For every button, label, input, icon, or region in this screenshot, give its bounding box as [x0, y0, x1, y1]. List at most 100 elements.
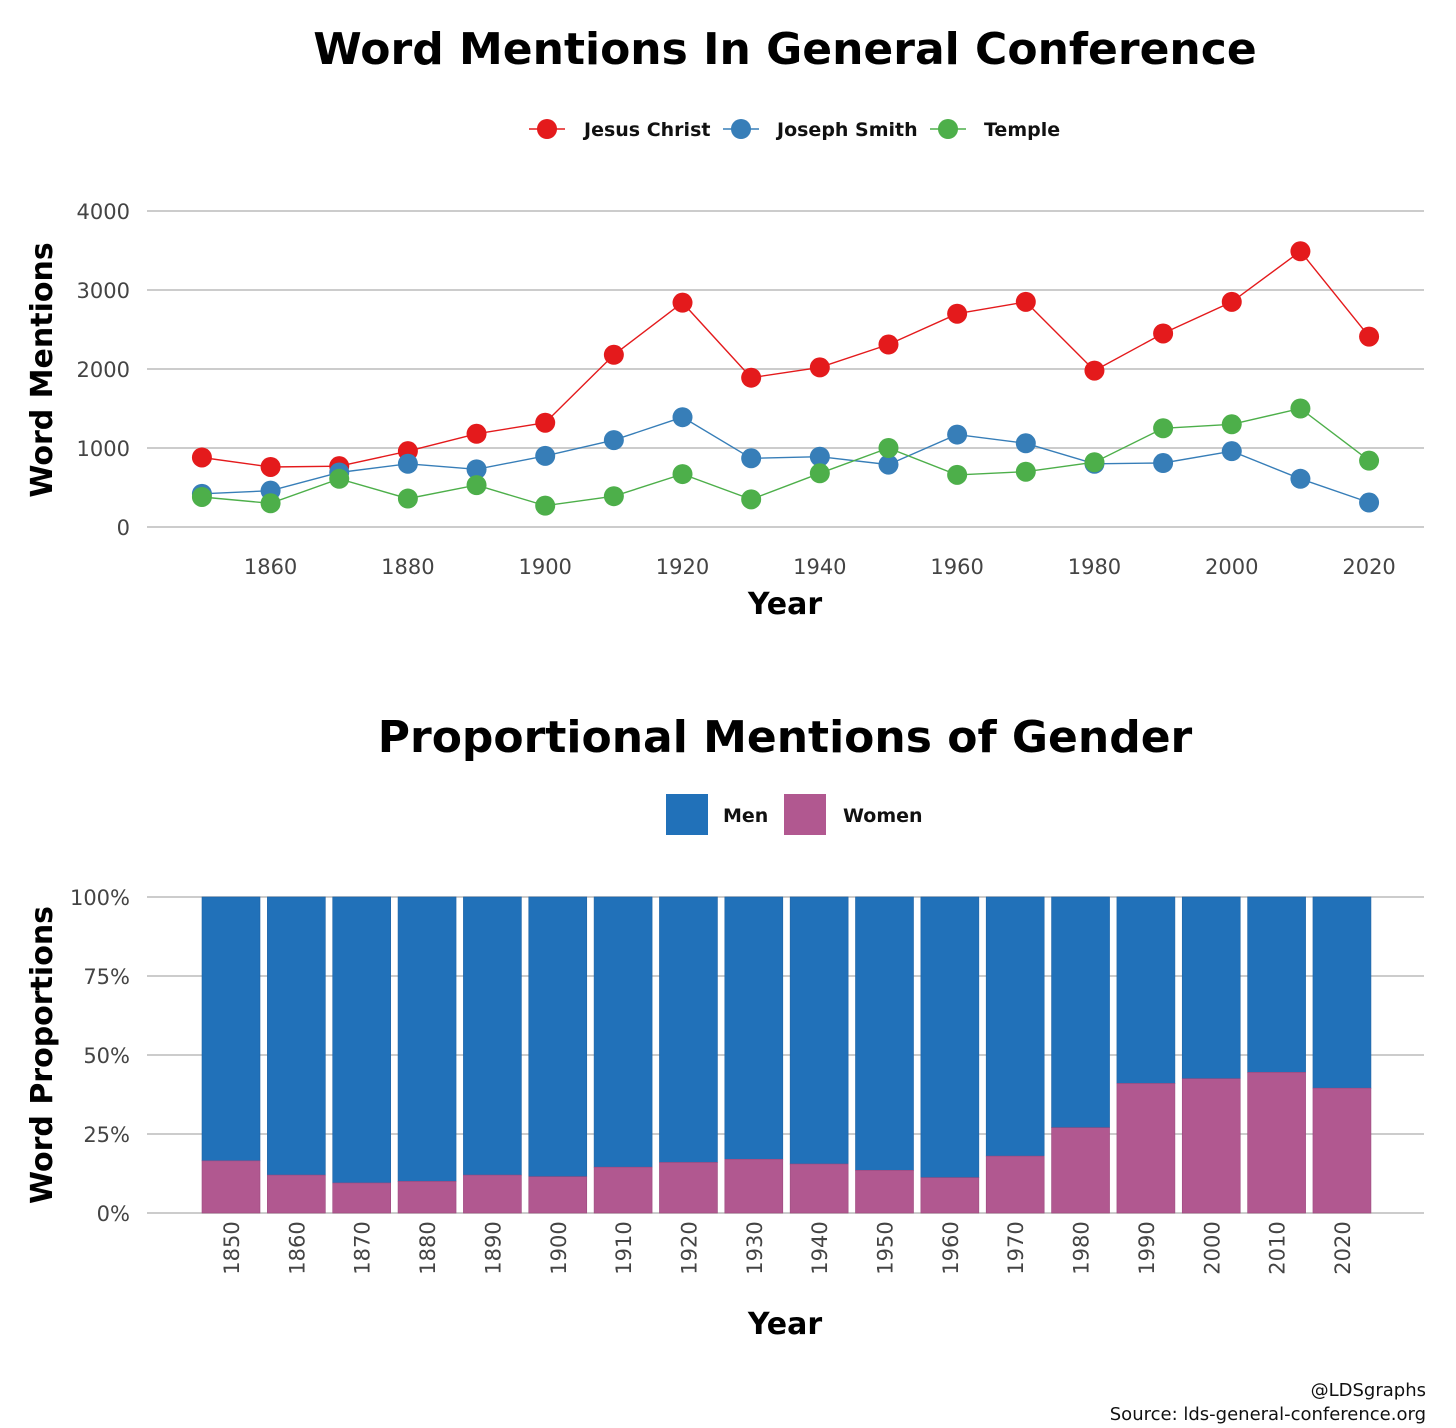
line-chart-x-tick-label: 1940 — [793, 555, 846, 579]
bar-men — [1051, 896, 1110, 1128]
line-point-series-1 — [535, 445, 556, 466]
line-point-series-1 — [1221, 441, 1242, 462]
line-point-series-0 — [1084, 360, 1105, 381]
line-point-series-0 — [672, 292, 693, 313]
line-chart-series — [191, 241, 1380, 516]
bar-women — [332, 1182, 392, 1214]
legend-label: Men — [723, 805, 768, 827]
line-chart-y-tick-label: 3000 — [77, 279, 130, 303]
line-chart-x-ticks: 1860 1880 1900 1920 1940 1960 1980 2000 2020 — [244, 555, 1396, 579]
bar-chart-x-tick-label: 1940 — [808, 1221, 832, 1274]
legend-point-swatch — [938, 119, 958, 139]
line-chart-x-tick-label: 1880 — [381, 555, 434, 579]
legend-point-swatch — [731, 119, 751, 139]
line-point-series-1 — [878, 454, 899, 475]
bar-men — [593, 896, 653, 1168]
bar-women — [593, 1166, 653, 1214]
line-point-series-2 — [535, 495, 556, 516]
legend-label: Joseph Smith — [775, 119, 918, 141]
line-chart-y-ticks: 0 1000 2000 3000 4000 — [77, 200, 130, 540]
credit-source: Source: lds-general-conference.org — [1110, 1404, 1426, 1425]
line-point-series-0 — [535, 412, 556, 433]
bar-chart-bars — [201, 896, 1372, 1214]
bar-men — [463, 896, 522, 1176]
line-chart-y-tick-label: 2000 — [77, 358, 130, 382]
bar-women — [1181, 1078, 1241, 1214]
line-chart-x-tick-label: 1960 — [930, 555, 983, 579]
bar-women — [659, 1162, 718, 1214]
line-point-series-0 — [603, 344, 624, 365]
line-point-series-1 — [1153, 453, 1174, 474]
line-point-series-2 — [397, 488, 418, 509]
bar-chart-x-tick-label: 1860 — [285, 1221, 309, 1274]
line-chart-x-tick-label: 2000 — [1205, 555, 1258, 579]
line-point-series-2 — [1153, 418, 1174, 439]
bar-chart-legend: Men Women — [666, 794, 923, 835]
line-point-series-2 — [191, 486, 212, 507]
line-point-series-1 — [1015, 433, 1036, 454]
legend-swatch — [666, 794, 708, 835]
line-point-series-1 — [1359, 492, 1380, 513]
bar-chart-y-tick-label: 75% — [83, 965, 130, 989]
bar-men — [528, 896, 588, 1177]
line-chart-x-tick-label: 2020 — [1342, 555, 1395, 579]
bar-women — [724, 1158, 784, 1214]
bar-women — [463, 1174, 522, 1214]
line-series-1 — [201, 416, 1370, 504]
bar-chart-y-tick-label: 50% — [83, 1044, 130, 1068]
bar-men — [397, 896, 457, 1182]
line-point-series-2 — [809, 463, 830, 484]
bar-chart-y-tick-label: 25% — [83, 1123, 130, 1147]
bar-men — [1181, 896, 1241, 1079]
bar-chart-x-tick-label: 1880 — [416, 1221, 440, 1274]
line-point-series-1 — [466, 459, 487, 480]
line-chart-x-tick-label: 1980 — [1068, 555, 1121, 579]
line-point-series-0 — [1153, 323, 1174, 344]
legend-point-swatch — [537, 119, 557, 139]
line-point-series-0 — [260, 456, 281, 477]
bar-men — [332, 896, 392, 1184]
bar-women — [985, 1155, 1045, 1214]
line-point-series-2 — [878, 438, 899, 458]
bar-chart-x-tick-label: 1990 — [1135, 1221, 1159, 1274]
line-point-series-1 — [1290, 468, 1311, 489]
bar-chart: Proportional Mentions of Gender Men Women… — [25, 712, 1424, 1342]
line-point-series-2 — [466, 475, 487, 496]
line-chart-x-tick-label: 1860 — [244, 555, 297, 579]
bar-men — [201, 896, 261, 1162]
bar-chart-x-tick-label: 1890 — [481, 1221, 505, 1274]
credit-handle: @LDSgraphs — [1311, 1380, 1426, 1401]
line-chart-title: Word Mentions In General Conference — [313, 24, 1256, 75]
bar-women — [528, 1176, 588, 1214]
bar-women — [397, 1181, 457, 1214]
line-point-series-0 — [191, 447, 212, 468]
bar-men — [855, 896, 914, 1171]
bar-men — [724, 896, 784, 1160]
bar-women — [1051, 1127, 1110, 1214]
line-point-series-1 — [603, 430, 624, 451]
line-point-series-0 — [878, 334, 899, 355]
line-chart-y-tick-label: 4000 — [77, 200, 130, 224]
bar-chart-x-tick-label: 1980 — [1070, 1221, 1094, 1274]
bar-chart-y-axis-title: Word Proportions — [25, 906, 60, 1204]
line-point-series-2 — [260, 493, 281, 514]
legend-swatch — [784, 794, 826, 835]
bar-chart-x-tick-label: 1850 — [220, 1221, 244, 1274]
line-point-series-0 — [1221, 291, 1242, 312]
bar-men — [1247, 896, 1306, 1073]
bar-men — [920, 896, 980, 1178]
legend-label: Jesus Christ — [582, 119, 710, 141]
line-point-series-0 — [466, 423, 487, 444]
bar-women — [789, 1163, 849, 1214]
legend-label: Women — [843, 805, 923, 827]
bar-men — [1312, 896, 1372, 1089]
line-point-series-2 — [1015, 461, 1036, 482]
bar-chart-y-tick-label: 0% — [97, 1202, 130, 1226]
bar-chart-x-tick-label: 1970 — [1004, 1221, 1028, 1274]
line-point-series-2 — [603, 486, 624, 507]
line-chart-y-tick-label: 0 — [117, 516, 130, 540]
bar-chart-x-tick-label: 1930 — [743, 1221, 767, 1274]
line-chart-y-axis-title: Word Mentions — [25, 242, 60, 497]
bar-chart-x-tick-label: 2010 — [1266, 1221, 1290, 1274]
